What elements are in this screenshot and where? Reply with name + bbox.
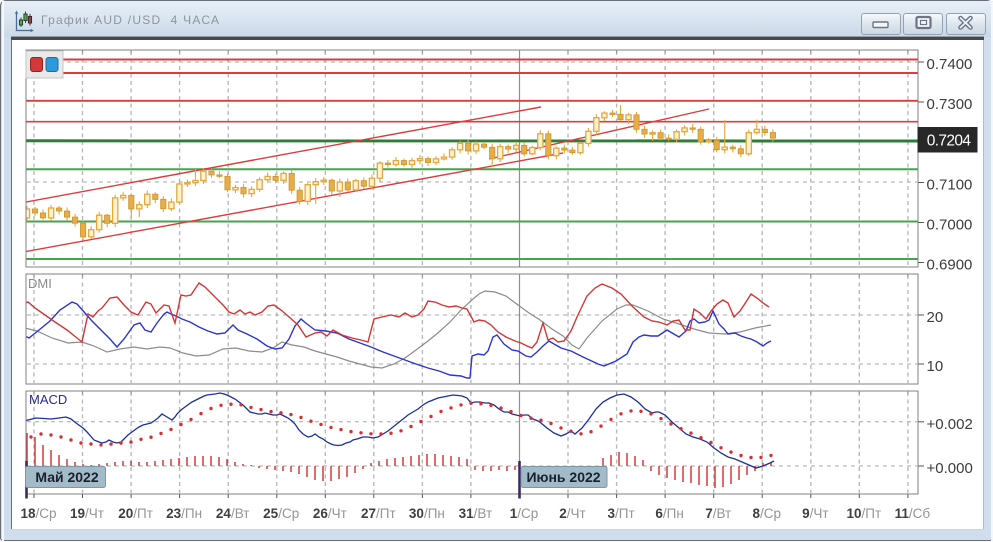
svg-text:+0.000: +0.000 [927, 460, 973, 477]
svg-text:0.7400: 0.7400 [927, 56, 973, 73]
svg-text:25/Ср: 25/Ср [263, 506, 299, 521]
svg-text:23/Пн: 23/Пн [166, 506, 202, 521]
svg-text:10/Пт: 10/Пт [846, 506, 881, 521]
svg-text:31/Вт: 31/Вт [459, 506, 493, 521]
svg-text:30/Пн: 30/Пн [409, 506, 445, 521]
svg-text:27/Пт: 27/Пт [361, 506, 396, 521]
svg-text:0.7204: 0.7204 [927, 133, 972, 150]
svg-text:19/Чт: 19/Чт [70, 506, 104, 521]
svg-text:26/Чт: 26/Чт [313, 506, 347, 521]
svg-text:+0.002: +0.002 [927, 416, 973, 433]
svg-text:MACD: MACD [29, 392, 67, 407]
svg-text:7/Вт: 7/Вт [705, 506, 731, 521]
svg-text:0.7300: 0.7300 [927, 96, 973, 113]
svg-text:2/Чт: 2/Чт [559, 506, 585, 521]
svg-text:1/Ср: 1/Ср [510, 506, 539, 521]
svg-text:9/Чт: 9/Чт [802, 506, 828, 521]
svg-text:24/Вт: 24/Вт [216, 506, 250, 521]
svg-text:DMI: DMI [28, 276, 52, 291]
svg-text:8/Ср: 8/Ср [753, 506, 782, 521]
svg-text:6/Пн: 6/Пн [655, 506, 683, 521]
svg-text:Июнь 2022: Июнь 2022 [526, 469, 600, 485]
svg-text:Май 2022: Май 2022 [35, 469, 98, 485]
svg-text:18/Ср: 18/Ср [20, 506, 56, 521]
svg-text:20: 20 [927, 309, 944, 326]
svg-text:0.7100: 0.7100 [927, 177, 973, 194]
svg-text:20/Пт: 20/Пт [118, 506, 153, 521]
svg-text:11/Сб: 11/Сб [895, 506, 931, 521]
svg-text:10: 10 [927, 358, 944, 375]
svg-text:0.7000: 0.7000 [927, 217, 973, 234]
svg-text:3/Пт: 3/Пт [608, 506, 635, 521]
svg-text:0.6900: 0.6900 [927, 257, 973, 274]
